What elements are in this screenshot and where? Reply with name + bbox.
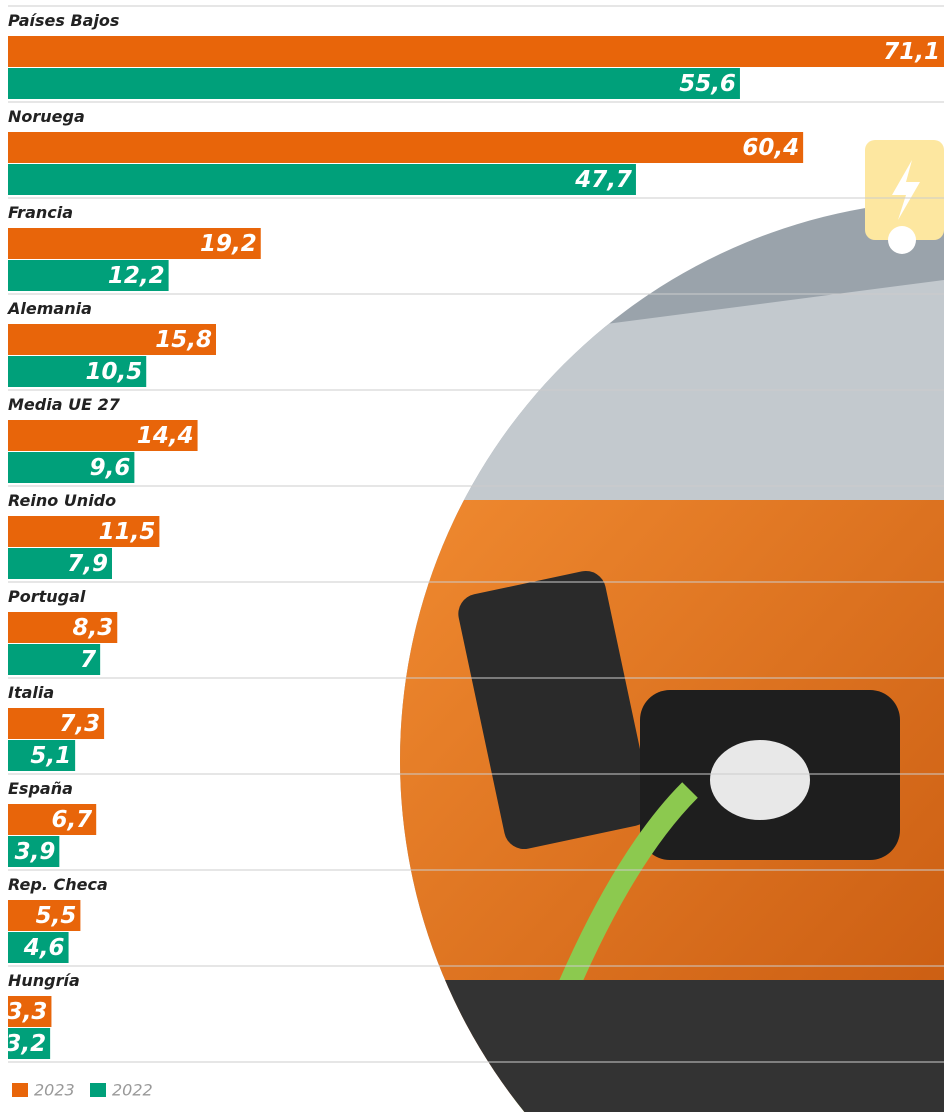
bar bbox=[8, 932, 69, 963]
value-label: 47,7 bbox=[574, 167, 632, 193]
bar bbox=[8, 36, 944, 67]
bar bbox=[8, 996, 52, 1027]
bar bbox=[8, 804, 97, 835]
bar bbox=[8, 612, 118, 643]
value-label: 5,5 bbox=[36, 903, 77, 929]
bar bbox=[8, 356, 147, 387]
value-label: 3,2 bbox=[5, 1031, 46, 1057]
legend-label: 2023 bbox=[34, 1081, 75, 1100]
bar bbox=[8, 420, 198, 451]
bar bbox=[8, 516, 160, 547]
category-label: Media UE 27 bbox=[8, 395, 121, 414]
bar bbox=[8, 164, 636, 195]
value-label: 19,2 bbox=[200, 231, 257, 257]
bar bbox=[8, 68, 740, 99]
bar bbox=[8, 900, 81, 931]
category-label: España bbox=[8, 779, 73, 798]
value-label: 3,3 bbox=[7, 999, 48, 1025]
value-label: 7 bbox=[80, 647, 96, 673]
value-label: 11,5 bbox=[99, 519, 156, 545]
category-label: Rep. Checa bbox=[8, 875, 108, 894]
bar bbox=[8, 644, 101, 675]
value-label: 6,7 bbox=[51, 807, 92, 833]
legend-swatch bbox=[12, 1083, 28, 1097]
value-label: 12,2 bbox=[108, 263, 165, 289]
category-label: Alemania bbox=[6, 299, 92, 318]
legend-swatch bbox=[90, 1083, 106, 1097]
category-label: Portugal bbox=[8, 587, 86, 606]
bar bbox=[8, 708, 105, 739]
value-label: 7,9 bbox=[67, 551, 108, 577]
value-label: 14,4 bbox=[137, 423, 194, 449]
value-label: 5,1 bbox=[30, 743, 71, 769]
charger-icon bbox=[865, 140, 944, 254]
bar bbox=[8, 132, 804, 163]
bar bbox=[8, 260, 169, 291]
category-label: Reino Unido bbox=[8, 491, 116, 510]
bar bbox=[8, 228, 261, 259]
bar bbox=[8, 740, 76, 771]
value-label: 15,8 bbox=[155, 327, 212, 353]
value-label: 8,3 bbox=[73, 615, 114, 641]
bar bbox=[8, 1028, 51, 1059]
category-label: Países Bajos bbox=[8, 11, 119, 30]
bar bbox=[8, 548, 112, 579]
category-label: Francia bbox=[8, 203, 73, 222]
value-label: 4,6 bbox=[23, 935, 65, 961]
bar bbox=[8, 836, 60, 867]
category-label: Italia bbox=[8, 683, 54, 702]
bar bbox=[8, 452, 135, 483]
legend-label: 2022 bbox=[112, 1081, 153, 1100]
value-label: 9,6 bbox=[90, 455, 131, 481]
value-label: 71,1 bbox=[883, 39, 940, 65]
value-label: 60,4 bbox=[742, 135, 799, 161]
photo bbox=[400, 200, 944, 1112]
value-label: 10,5 bbox=[85, 359, 142, 385]
value-label: 7,3 bbox=[59, 711, 100, 737]
value-label: 3,9 bbox=[15, 839, 56, 865]
bar bbox=[8, 324, 216, 355]
category-label: Hungría bbox=[8, 971, 80, 990]
category-label: Noruega bbox=[8, 107, 85, 126]
value-label: 55,6 bbox=[679, 71, 736, 97]
